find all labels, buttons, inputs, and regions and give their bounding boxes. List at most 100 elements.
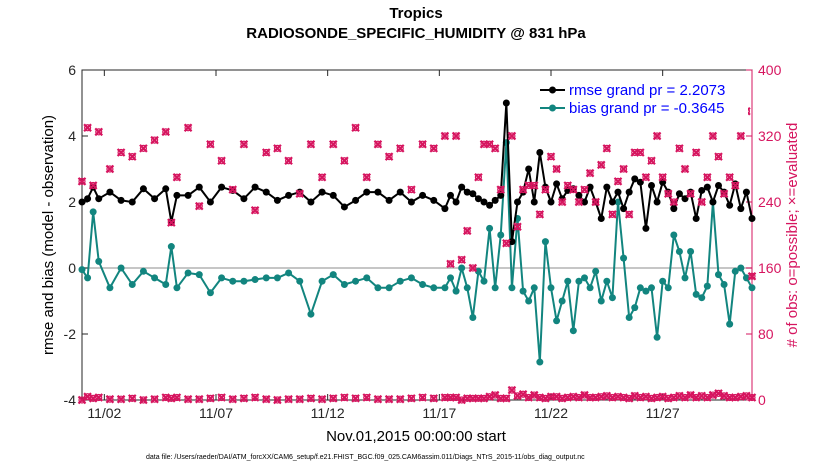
bias-point — [139, 267, 147, 275]
obs-evaluated-marker — [88, 181, 98, 190]
rmse-point — [530, 198, 538, 206]
rmse-point — [396, 188, 404, 196]
rmse-point — [419, 191, 427, 199]
rmse-point — [151, 195, 159, 203]
bias-point — [581, 274, 588, 282]
bias-point — [715, 271, 722, 279]
obs-possible-marker — [229, 186, 237, 194]
rmse-point — [89, 183, 97, 191]
rmse-point — [480, 198, 488, 206]
obs-evaluated-marker — [686, 189, 695, 199]
bias-point — [620, 254, 628, 262]
rmse-point — [625, 188, 633, 196]
obs-possible-marker — [351, 124, 360, 132]
obs-evaluated-marker — [462, 226, 472, 236]
obs-possible-marker — [229, 395, 237, 403]
obs-possible-marker — [502, 239, 510, 247]
rmse-point — [731, 180, 739, 188]
obs-evaluated-marker — [535, 210, 545, 219]
rmse-point — [441, 205, 449, 213]
rmse-point — [547, 198, 555, 206]
y-left-tick-label: -2 — [64, 326, 77, 342]
bias-point — [106, 284, 114, 292]
rmse-point — [84, 195, 92, 203]
obs-possible-marker — [502, 394, 510, 402]
bias-point — [240, 277, 248, 285]
obs-evaluated-marker — [418, 393, 427, 402]
bias-point — [687, 248, 695, 255]
obs-possible-marker — [698, 198, 706, 206]
obs-possible-marker — [508, 386, 516, 394]
obs-evaluated-marker — [362, 172, 372, 182]
obs-evaluated-marker — [94, 127, 104, 137]
obs-possible-marker — [162, 128, 170, 136]
obs-evaluated-marker — [284, 156, 293, 166]
obs-evaluated-marker — [206, 139, 215, 149]
rmse-point — [653, 198, 661, 206]
obs-evaluated-marker — [167, 218, 176, 227]
obs-evaluated-marker — [127, 152, 137, 161]
obs-evaluated-marker — [328, 139, 338, 149]
obs-evaluated-marker — [228, 185, 238, 194]
y-right-tick-label: 320 — [758, 128, 782, 144]
obs-possible-marker — [625, 210, 633, 218]
obs-evaluated-marker — [529, 181, 539, 190]
obs-possible-marker — [558, 198, 566, 206]
bias-point — [530, 284, 538, 292]
bias-point — [631, 304, 639, 312]
rmse-point — [285, 191, 293, 199]
bias-point — [703, 282, 711, 290]
obs-evaluated-marker — [217, 156, 226, 166]
bias-point — [385, 284, 393, 292]
bias-point — [229, 277, 237, 285]
rmse-point — [692, 215, 700, 222]
bias-point — [184, 269, 192, 277]
y-left-tick-label: 6 — [68, 62, 76, 78]
rmse-point — [536, 149, 544, 156]
legend-box — [538, 80, 748, 118]
bias-point — [519, 287, 527, 295]
obs-evaluated-marker — [384, 152, 394, 161]
rmse-point — [581, 198, 588, 206]
bias-point — [608, 294, 616, 302]
bias-point — [458, 264, 466, 272]
obs-evaluated-marker — [619, 164, 628, 174]
bias-point — [307, 310, 315, 318]
obs-possible-marker — [726, 173, 734, 181]
obs-possible-marker — [748, 272, 756, 280]
rmse-point — [173, 191, 181, 199]
obs-possible-marker — [407, 186, 416, 194]
obs-possible-marker — [748, 393, 756, 402]
bias-point — [374, 284, 382, 292]
bias-point — [625, 314, 633, 321]
y-right-tick-label: 400 — [758, 62, 782, 78]
obs-possible-marker — [608, 210, 617, 218]
obs-evaluated-marker — [273, 144, 282, 153]
obs-possible-marker — [659, 173, 667, 181]
y-axis-right: 0 80 160 240 320 400 — [746, 62, 782, 408]
obs-possible-marker — [363, 393, 371, 402]
legend-rmse-label: rmse grand pr = 2.2073 — [569, 82, 725, 99]
obs-possible-marker — [195, 395, 203, 403]
obs-possible-marker — [541, 186, 550, 194]
x-axis: 11/02 11/07 11/12 11/17 11/22 11/27 — [87, 70, 680, 421]
obs-possible-marker — [681, 165, 689, 173]
obs-possible-marker — [307, 140, 315, 148]
obs-possible-marker — [446, 260, 455, 268]
obs-possible-marker — [642, 173, 650, 181]
obs-possible-marker — [262, 148, 270, 157]
bias-point — [273, 274, 281, 282]
bias-point — [329, 271, 337, 279]
bias-point — [737, 264, 745, 272]
obs-evaluated-marker — [647, 156, 656, 166]
bias-point — [218, 274, 226, 282]
obs-possible-marker — [703, 173, 711, 181]
bias-point — [536, 358, 544, 366]
bias-point — [206, 289, 214, 297]
obs-evaluated-marker — [585, 168, 595, 178]
y-axis-left-label: rmse and bias (model - observation) — [40, 115, 57, 355]
obs-evaluated-marker — [474, 172, 483, 182]
rmse-point — [648, 182, 655, 189]
bias-point — [670, 231, 678, 239]
